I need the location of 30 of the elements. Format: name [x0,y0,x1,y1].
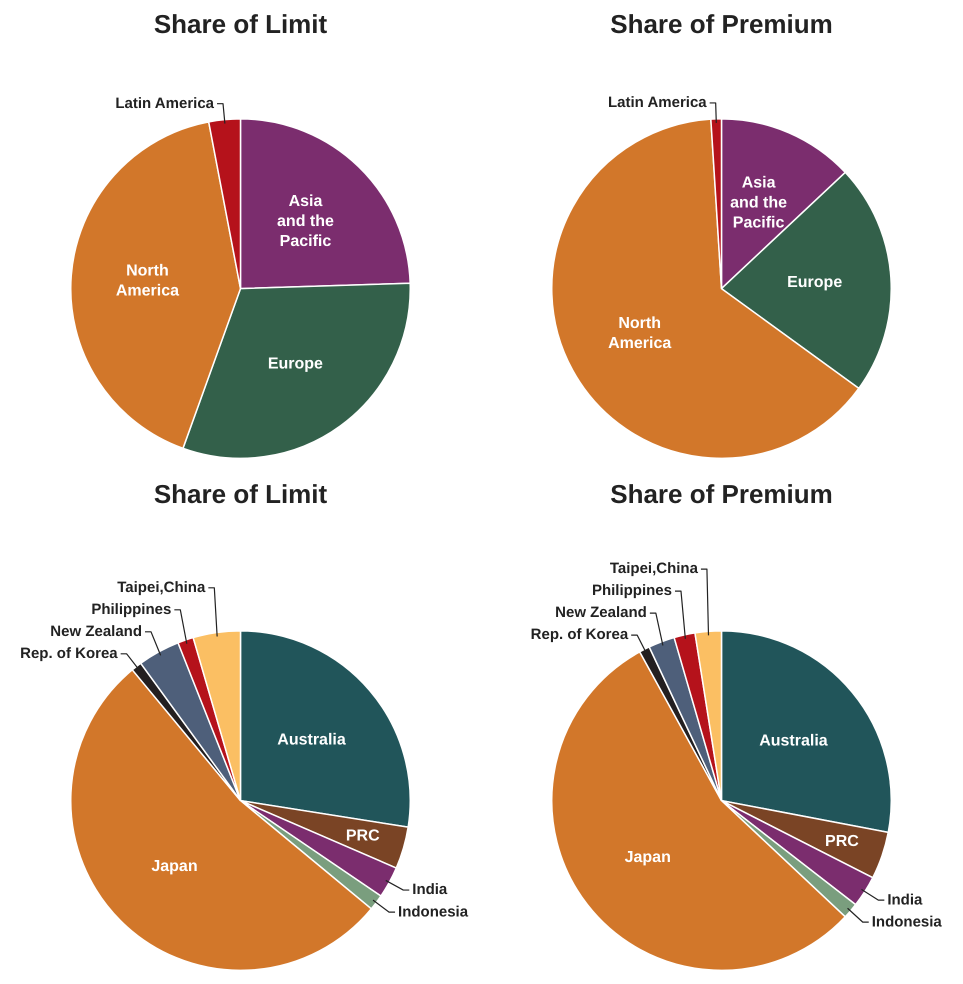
slice-label: Japan [624,849,671,866]
slice-label: Taipei,China [117,578,206,596]
slice-label: Latin America [608,94,708,112]
slice-label: PRC [825,833,860,850]
slice-label: Asia and the Pacific [730,174,788,232]
slice-label: North America [608,314,672,352]
slice-label: India [412,881,448,898]
slice-label: Indonesia [398,903,469,920]
slice-label: Indonesia [872,913,942,930]
chart-title: Share of Premium [610,8,833,39]
slice-label: Australia [277,731,346,748]
slice-label: New Zealand [50,622,142,640]
slice-label: Rep. of Korea [20,644,118,662]
slice-label: Latin America [115,94,215,112]
slice-label: Europe [787,274,842,292]
slice-label: PRC [346,828,380,845]
slice-label: India [887,891,923,908]
slice-label: Europe [268,356,324,373]
chart-title: Share of Premium [610,478,833,509]
slice-label: Rep. of Korea [530,626,629,644]
slice-label: Taipei,China [610,560,699,578]
slice-label: Philippines [592,582,672,600]
slice-label: Japan [151,858,198,876]
chart-title: Share of Limit [154,478,328,509]
chart-title: Share of Limit [154,8,328,39]
slice-label: Philippines [91,600,172,618]
slice-label: Australia [759,732,828,750]
slice-label: Asia and the Pacific [277,192,334,250]
slice-label: North America [116,262,180,300]
slice-label: New Zealand [555,604,647,622]
